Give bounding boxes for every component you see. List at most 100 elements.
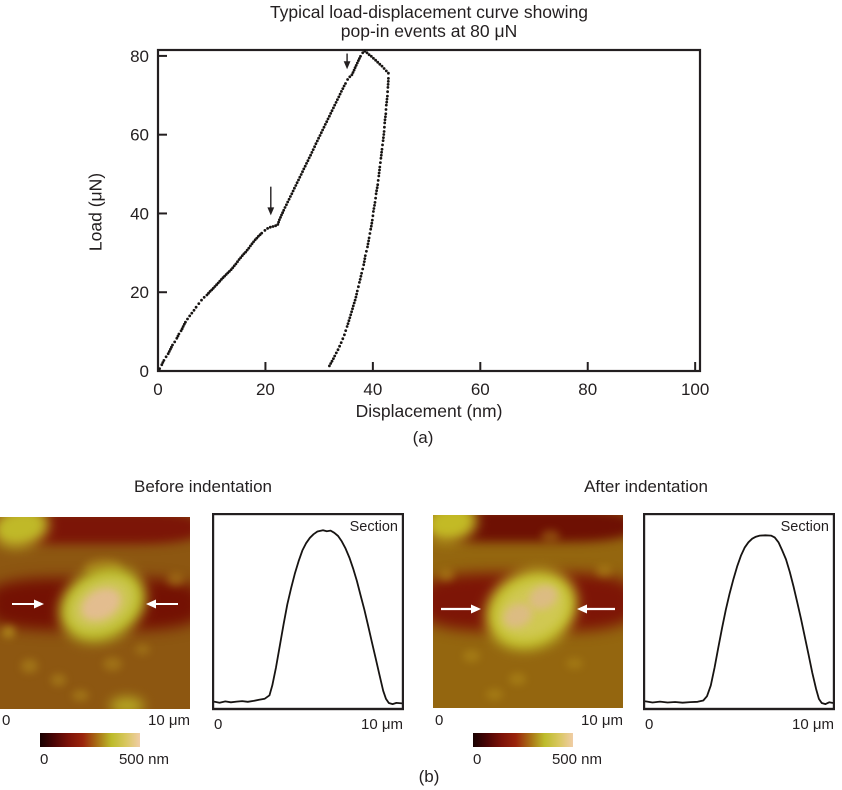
x-tick-label: 20 <box>256 380 275 399</box>
data-dot <box>384 69 388 73</box>
data-dot <box>372 210 375 213</box>
data-dot <box>279 216 282 219</box>
y-tick-label: 60 <box>130 126 149 145</box>
data-dot <box>313 145 316 149</box>
section-profile-before: Section 0 10 μm <box>212 513 404 733</box>
data-dot <box>382 136 385 140</box>
data-dot <box>365 51 369 55</box>
data-dot <box>384 103 388 107</box>
data-dot <box>369 227 373 231</box>
data-dot <box>339 341 343 344</box>
data-dot <box>385 100 389 104</box>
afm-before-scale-end: 10 μm <box>148 712 190 729</box>
section-label: Section <box>781 519 829 535</box>
afm-after-scale-start: 0 <box>435 712 444 729</box>
data-dot <box>234 262 238 266</box>
data-dot <box>322 125 326 129</box>
x-tick-label: 60 <box>471 380 490 399</box>
data-dot <box>350 73 354 77</box>
section-frame <box>643 513 835 711</box>
data-dot <box>229 268 233 271</box>
data-dot <box>285 203 288 207</box>
data-dot <box>184 320 187 324</box>
data-dot <box>323 123 327 126</box>
afm-before-scale-start: 0 <box>2 712 11 729</box>
data-dot <box>369 224 373 228</box>
plot-frame <box>156 48 702 373</box>
data-dot <box>333 354 337 358</box>
data-dot <box>278 218 281 222</box>
data-dot <box>274 224 277 228</box>
panel-a-label: (a) <box>412 428 434 447</box>
data-dot <box>176 334 180 338</box>
section-curve <box>644 534 834 705</box>
afm-speckle <box>72 689 90 702</box>
data-dot <box>383 125 386 129</box>
section-scale-start: 0 <box>214 716 222 733</box>
data-dot <box>362 260 366 263</box>
data-dot <box>192 308 196 312</box>
data-dot <box>386 94 389 98</box>
data-dot <box>384 112 388 116</box>
data-dot <box>344 82 347 85</box>
data-dot <box>329 362 333 365</box>
data-dot <box>355 289 359 293</box>
data-dot <box>378 168 381 172</box>
afm-arrows-overlay <box>12 599 178 609</box>
data-dot <box>382 133 386 136</box>
data-dot <box>350 310 353 314</box>
data-dot <box>289 195 292 198</box>
section-scale-end: 10 μm <box>361 716 403 733</box>
data-dot <box>336 348 340 352</box>
data-dot <box>343 333 346 337</box>
left-arrow-head <box>471 604 481 614</box>
afm-speckle <box>541 530 561 543</box>
data-dot <box>294 184 298 187</box>
data-dot <box>363 254 367 257</box>
data-dot <box>359 54 362 58</box>
data-dot <box>202 295 206 299</box>
data-dot <box>255 236 259 240</box>
data-dot <box>369 54 373 58</box>
data-dot <box>387 77 390 80</box>
data-dot <box>353 66 357 70</box>
data-dot <box>268 225 272 229</box>
data-dot <box>372 56 375 60</box>
data-dot <box>173 340 177 344</box>
series-unloading <box>328 77 390 368</box>
data-dot <box>375 186 379 190</box>
data-dot <box>380 150 383 154</box>
data-dot <box>361 51 365 55</box>
data-dot <box>341 337 345 341</box>
data-dot <box>306 159 310 163</box>
data-dot <box>352 68 356 72</box>
afm-speckle <box>167 572 185 587</box>
data-dot <box>382 130 386 133</box>
data-dot <box>374 196 377 200</box>
data-dot <box>277 220 280 224</box>
data-dot <box>374 192 378 196</box>
data-dot <box>328 364 331 368</box>
data-dot <box>186 317 189 321</box>
data-dot <box>386 83 390 86</box>
data-dot <box>216 281 220 285</box>
data-dot <box>314 142 318 146</box>
data-dot <box>194 305 198 309</box>
data-dot <box>280 213 283 217</box>
data-dot <box>367 236 371 240</box>
data-dot <box>352 301 356 305</box>
data-dot <box>239 256 243 259</box>
data-dot <box>366 242 370 246</box>
data-dot <box>260 231 264 235</box>
before-indentation-title: Before indentation <box>134 477 272 496</box>
data-dot <box>381 139 385 143</box>
data-dot <box>237 258 241 261</box>
x-axis-label: Displacement (nm) <box>355 401 503 421</box>
height-colorbar-before <box>40 733 140 747</box>
data-dot <box>166 352 170 356</box>
data-dot <box>281 211 284 215</box>
afm-image-after <box>433 515 623 708</box>
data-dot <box>337 95 341 99</box>
data-dot <box>180 327 184 331</box>
chart-title-line-1: Typical load-displacement curve showing <box>269 2 589 22</box>
